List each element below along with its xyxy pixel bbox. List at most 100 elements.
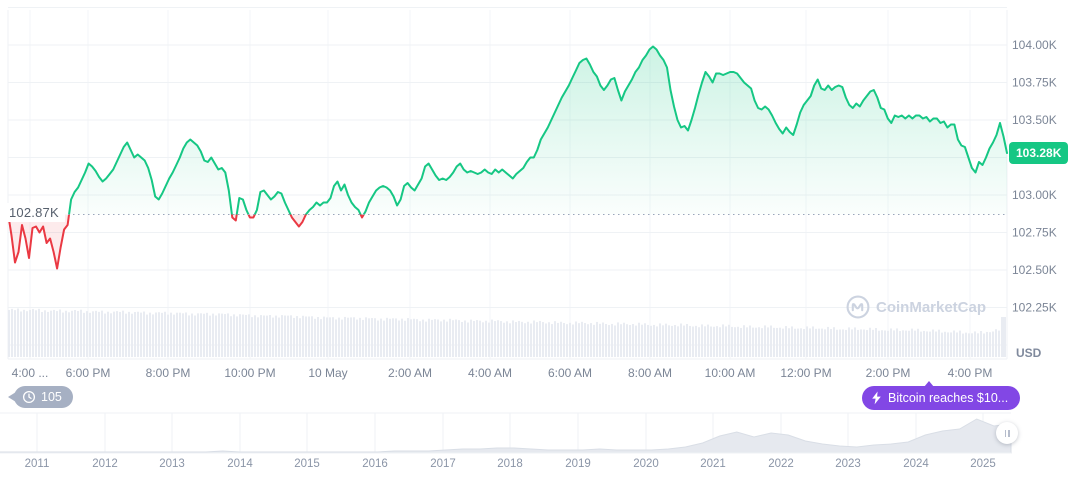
volume-bar: [50, 310, 52, 357]
volume-bar: [614, 325, 616, 357]
volume-bar: [101, 310, 103, 357]
volume-bar: [62, 312, 64, 357]
volume-bar: [821, 328, 823, 357]
volume-bar: [338, 317, 340, 357]
volume-bar: [929, 331, 931, 357]
volume-bar: [509, 323, 511, 357]
volume-bar: [695, 325, 697, 357]
volume-bar: [125, 313, 127, 357]
volume-bar: [617, 322, 619, 357]
x-axis-tick: 8:00 PM: [146, 366, 191, 380]
volume-bar: [620, 324, 622, 357]
volume-bar: [704, 326, 706, 357]
volume-bar: [698, 327, 700, 357]
handle-grip-icon: [1004, 429, 1006, 437]
volume-bar: [890, 328, 892, 357]
volume-bar: [569, 322, 571, 357]
volume-bar: [488, 322, 490, 357]
volume-bar: [719, 327, 721, 357]
volume-bar: [92, 311, 94, 357]
volume-bar: [521, 321, 523, 357]
volume-bar: [995, 329, 997, 357]
volume-bar: [773, 327, 775, 357]
volume-bar: [542, 322, 544, 357]
navigator-area: [0, 418, 1012, 454]
volume-bar: [572, 324, 574, 357]
volume-bar: [167, 314, 169, 357]
volume-bar: [725, 326, 727, 357]
volume-bar: [272, 317, 274, 357]
volume-bar: [17, 308, 19, 357]
volume-bar: [638, 322, 640, 357]
chart-plot-area[interactable]: [8, 10, 1007, 360]
y-axis-tick: 102.75K: [1012, 226, 1057, 240]
volume-bar: [191, 313, 193, 357]
volume-bar: [275, 315, 277, 357]
coinmarketcap-logo-icon: [846, 295, 870, 319]
volume-bar: [230, 316, 232, 357]
volume-bar: [740, 327, 742, 357]
volume-bar: [578, 323, 580, 357]
volume-bar: [503, 322, 505, 357]
volume-bar: [887, 330, 889, 357]
x-axis-tick: 2:00 AM: [388, 366, 432, 380]
volume-bar: [878, 330, 880, 357]
volume-bar: [842, 329, 844, 357]
navigator-mini-chart[interactable]: 2011 2012 2013 2014 2015 2016 2017 2018 2019 2020…: [0, 412, 1012, 470]
volume-bar: [983, 333, 985, 357]
volume-bar: [233, 314, 235, 357]
volume-bar: [623, 322, 625, 357]
volume-bar: [635, 325, 637, 357]
news-event-badge[interactable]: Bitcoin reaches $10...: [862, 381, 1021, 410]
volume-bar: [680, 323, 682, 357]
volume-bar: [257, 317, 259, 357]
volume-bar: [428, 318, 430, 357]
volume-bar: [161, 312, 163, 357]
volume-bar: [152, 314, 154, 357]
volume-bar: [881, 330, 883, 357]
volume-bar: [671, 325, 673, 357]
volume-bar: [116, 311, 118, 357]
navigator-resize-handle[interactable]: [996, 422, 1018, 444]
volume-bar: [458, 320, 460, 357]
volume-bar: [56, 311, 58, 357]
volume-bar: [845, 329, 847, 357]
volume-bar: [392, 318, 394, 357]
history-count-badge[interactable]: 105: [8, 386, 73, 408]
volume-bar: [1001, 317, 1006, 357]
volume-bars: [8, 308, 1006, 357]
volume-bar: [371, 318, 373, 357]
volume-bar: [686, 324, 688, 357]
volume-bar: [782, 328, 784, 357]
volume-bar: [215, 315, 217, 357]
navigator-year-label: 2013: [159, 458, 185, 470]
volume-bar: [830, 329, 832, 357]
volume-bar: [665, 323, 667, 357]
volume-bar: [419, 321, 421, 357]
volume-bar: [314, 318, 316, 357]
volume-bar: [959, 330, 961, 357]
volume-bar: [137, 311, 139, 357]
volume-bar: [254, 315, 256, 357]
x-axis-tick: 10:00 AM: [705, 366, 756, 380]
volume-bar: [293, 317, 295, 357]
volume-bar: [14, 310, 16, 357]
volume-bar: [641, 324, 643, 357]
reference-price-label: 102.87K: [5, 203, 65, 222]
watermark: CoinMarketCap: [846, 295, 986, 319]
volume-bar: [566, 324, 568, 357]
volume-bar: [755, 327, 757, 357]
y-axis-tick: 103.00K: [1012, 188, 1057, 202]
volume-bar: [605, 324, 607, 357]
volume-bar: [323, 316, 325, 357]
volume-bar: [839, 329, 841, 357]
volume-bar: [833, 327, 835, 357]
volume-bar: [299, 318, 301, 357]
volume-bar: [263, 315, 265, 357]
volume-bar: [104, 313, 106, 357]
volume-bar: [440, 321, 442, 357]
volume-bar: [857, 329, 859, 357]
volume-bar: [935, 331, 937, 357]
volume-bar: [26, 311, 28, 357]
